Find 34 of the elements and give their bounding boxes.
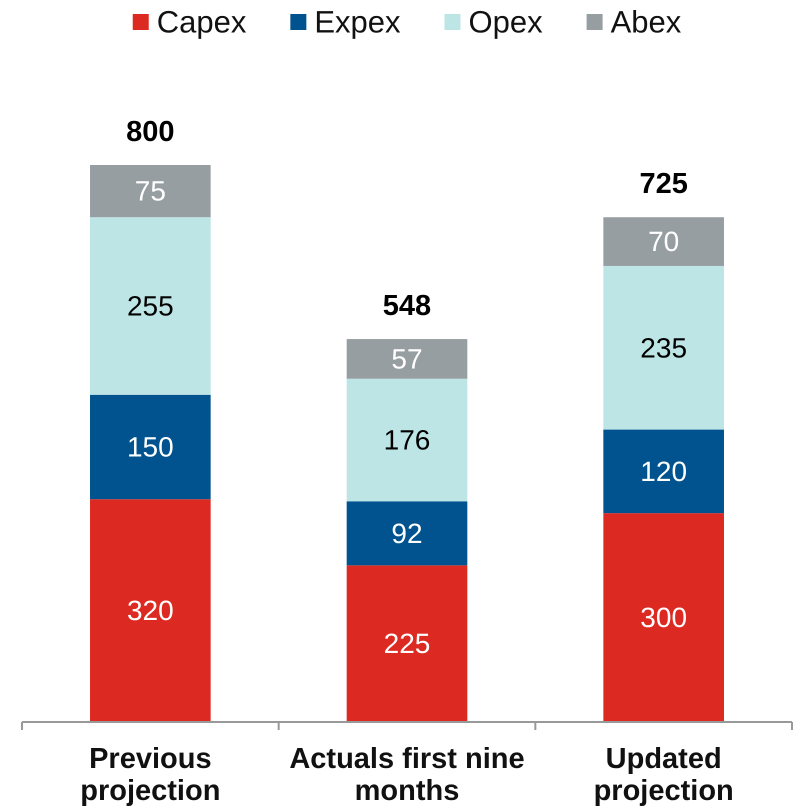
x-tick-label: Actuals first nine months [289,743,525,807]
total-label: 725 [639,168,688,200]
bar [603,217,724,266]
bar [90,165,211,218]
bar [603,513,724,722]
data-label: 235 [640,332,688,364]
data-label: 70 [648,226,680,258]
data-label: 300 [640,602,688,634]
bar [603,430,724,514]
data-label: 225 [384,628,430,660]
data-label: 120 [640,456,688,487]
legend-label: Abex [610,4,682,40]
legend-label: Opex [468,4,544,40]
total-label: 800 [126,116,175,148]
bar [346,501,468,566]
total-label: 548 [382,290,432,322]
data-label: 75 [134,176,166,207]
legend-label: Expex [314,4,402,40]
data-label: 150 [126,431,174,462]
data-label: 320 [126,595,174,626]
x-tick-label: Updated projection [594,743,734,807]
data-label: 176 [384,424,430,456]
x-tick-label: Previous projection [80,743,220,807]
data-label: 92 [391,518,423,549]
bar [603,266,724,430]
data-label: 57 [391,343,423,374]
bar [346,565,468,722]
bar [90,217,211,395]
data-label: 255 [126,290,174,322]
legend-label: Capex [156,4,247,40]
bar [90,394,211,500]
bar [90,499,211,722]
bar [346,378,468,502]
bar [346,339,468,379]
